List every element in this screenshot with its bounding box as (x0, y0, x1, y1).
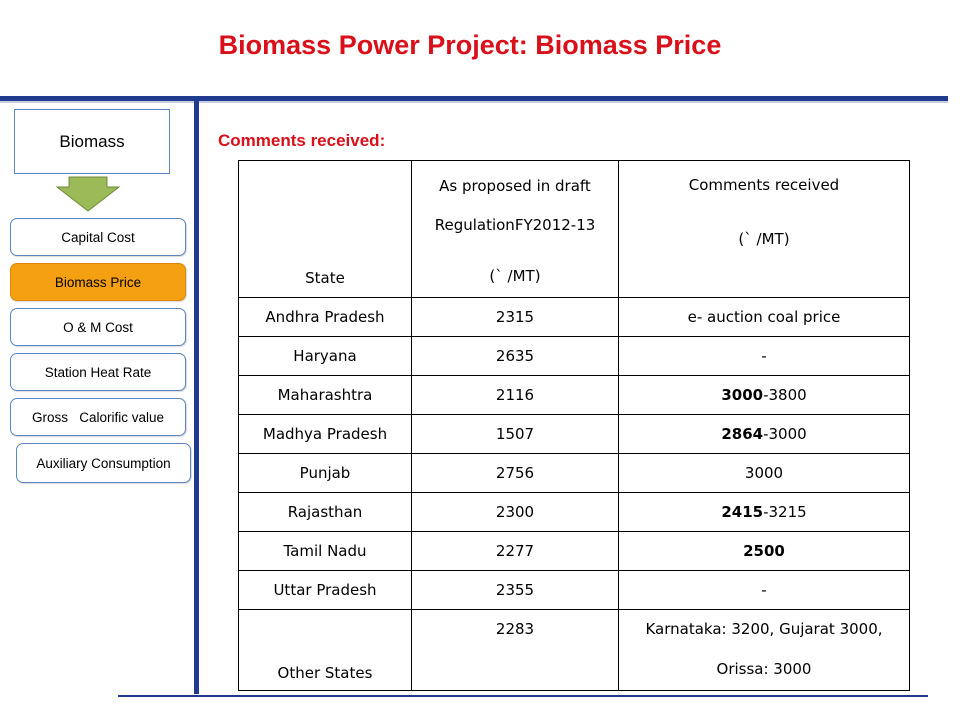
cell-comment: 3000 (618, 453, 910, 493)
cell-draft: 2315 (411, 297, 619, 337)
cell-comment: 2500 (618, 531, 910, 571)
cell-draft: 2300 (411, 492, 619, 532)
comment-rest: - (761, 581, 767, 599)
cell-draft-label: 2283 (495, 620, 535, 638)
bottom-divider (118, 695, 928, 697)
top-divider (0, 96, 948, 101)
header-comments-line1: Comments received (688, 176, 840, 194)
biomass-box: Biomass (14, 109, 170, 174)
table-row: Andhra Pradesh 2315 e- auction coal pric… (238, 297, 910, 337)
comments-heading: Comments received: (218, 131, 386, 150)
header-draft-line1: As proposed in draft (439, 177, 591, 195)
page-title: Biomass Power Project: Biomass Price (218, 30, 722, 60)
cell-comment: - (618, 336, 910, 376)
biomass-price-table: State As proposed in draft RegulationFY2… (238, 160, 910, 691)
header-state: State (238, 160, 412, 298)
top-divider-shadow (0, 101, 948, 103)
nav-auxiliary-consumption[interactable]: Auxiliary Consumption (16, 443, 191, 483)
comment-rest: -3800 (763, 386, 807, 404)
nav-biomass-price[interactable]: Biomass Price (10, 263, 186, 301)
cell-comment: 2864-3000 (618, 414, 910, 454)
comment-rest: -3215 (763, 503, 807, 521)
cell-state: Haryana (238, 336, 412, 376)
comment-line1: Karnataka: 3200, Gujarat 3000, (645, 620, 883, 638)
cell-comment: e- auction coal price (618, 297, 910, 337)
comment-rest: 3000 (744, 464, 784, 482)
comment-line2: Orissa: 3000 (716, 660, 812, 678)
cell-state: Other States (238, 609, 412, 691)
cell-draft: 2635 (411, 336, 619, 376)
table-row: Tamil Nadu 2277 2500 (238, 531, 910, 571)
table-row: Rajasthan 2300 2415-3215 (238, 492, 910, 532)
header-draft-line3: (` /MT) (489, 267, 541, 285)
cell-draft: 2116 (411, 375, 619, 415)
table-row: Uttar Pradesh 2355 - (238, 570, 910, 610)
sidebar-divider (194, 96, 199, 694)
header-state-label: State (305, 269, 345, 287)
cell-state: Maharashtra (238, 375, 412, 415)
cell-state: Madhya Pradesh (238, 414, 412, 454)
cell-comment: 2415-3215 (618, 492, 910, 532)
cell-draft: 2277 (411, 531, 619, 571)
cell-comment: Karnataka: 3200, Gujarat 3000, Orissa: 3… (618, 609, 910, 691)
cell-state-label: Other States (277, 664, 373, 682)
header-draft-line2: RegulationFY2012-13 (434, 216, 596, 234)
cell-draft: 2756 (411, 453, 619, 493)
cell-comment: - (618, 570, 910, 610)
cell-state: Uttar Pradesh (238, 570, 412, 610)
nav-capital-cost[interactable]: Capital Cost (10, 218, 186, 256)
cell-state: Andhra Pradesh (238, 297, 412, 337)
table-row: Haryana 2635 - (238, 336, 910, 376)
comment-bold: 3000 (721, 386, 764, 404)
comment-rest: - (761, 347, 767, 365)
table-header-row: State As proposed in draft RegulationFY2… (238, 160, 910, 298)
table-row: Punjab 2756 3000 (238, 453, 910, 493)
cell-draft: 1507 (411, 414, 619, 454)
header-comments: Comments received (` /MT) (618, 160, 910, 298)
comment-bold: 2415 (721, 503, 764, 521)
comment-rest: e- auction coal price (687, 308, 841, 326)
down-arrow-icon (56, 176, 120, 212)
cell-draft: 2355 (411, 570, 619, 610)
nav-om-cost[interactable]: O & M Cost (10, 308, 186, 346)
comment-rest: -3000 (763, 425, 807, 443)
comment-bold: 2500 (743, 542, 785, 560)
cell-state: Tamil Nadu (238, 531, 412, 571)
cell-state: Rajasthan (238, 492, 412, 532)
table-row: Maharashtra 2116 3000-3800 (238, 375, 910, 415)
cell-state: Punjab (238, 453, 412, 493)
nav-station-heat-rate[interactable]: Station Heat Rate (10, 353, 186, 391)
header-comments-line2: (` /MT) (738, 230, 790, 248)
comment-bold: 2864 (721, 425, 764, 443)
header-draft: As proposed in draft RegulationFY2012-13… (411, 160, 619, 298)
cell-draft: 2283 (411, 609, 619, 691)
nav-gross-calorific-value[interactable]: Gross Calorific value (10, 398, 186, 436)
cell-comment: 3000-3800 (618, 375, 910, 415)
table-row: Other States 2283 Karnataka: 3200, Gujar… (238, 609, 910, 691)
table-row: Madhya Pradesh 1507 2864-3000 (238, 414, 910, 454)
